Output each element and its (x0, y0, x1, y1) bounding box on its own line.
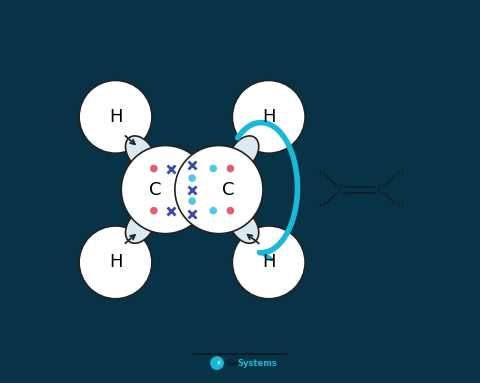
Circle shape (232, 226, 305, 299)
Ellipse shape (161, 153, 223, 226)
Text: C: C (376, 185, 384, 195)
Text: C: C (222, 181, 235, 198)
Text: H: H (318, 169, 325, 178)
Circle shape (209, 165, 217, 172)
Circle shape (232, 80, 305, 153)
Circle shape (150, 165, 157, 172)
Text: ⚡: ⚡ (216, 358, 221, 368)
Text: C: C (338, 185, 345, 195)
Circle shape (79, 80, 152, 153)
Circle shape (227, 165, 234, 172)
Text: H: H (109, 108, 122, 126)
Circle shape (79, 226, 152, 299)
Ellipse shape (229, 209, 259, 243)
Text: H: H (262, 254, 276, 271)
Text: C: C (149, 181, 162, 198)
Circle shape (175, 146, 263, 234)
Circle shape (150, 207, 157, 214)
Text: H: H (396, 169, 403, 178)
Circle shape (210, 356, 224, 370)
Circle shape (188, 174, 196, 182)
Text: H: H (396, 201, 403, 210)
Text: Geo: Geo (227, 358, 245, 368)
Ellipse shape (125, 136, 156, 170)
Circle shape (209, 207, 217, 214)
Text: Systems: Systems (237, 358, 277, 368)
Text: H: H (318, 201, 325, 210)
Text: H: H (262, 108, 276, 126)
Circle shape (188, 197, 196, 205)
Ellipse shape (125, 209, 156, 243)
Circle shape (227, 207, 234, 214)
Text: H: H (109, 254, 122, 271)
Circle shape (121, 146, 209, 234)
Ellipse shape (229, 136, 259, 170)
